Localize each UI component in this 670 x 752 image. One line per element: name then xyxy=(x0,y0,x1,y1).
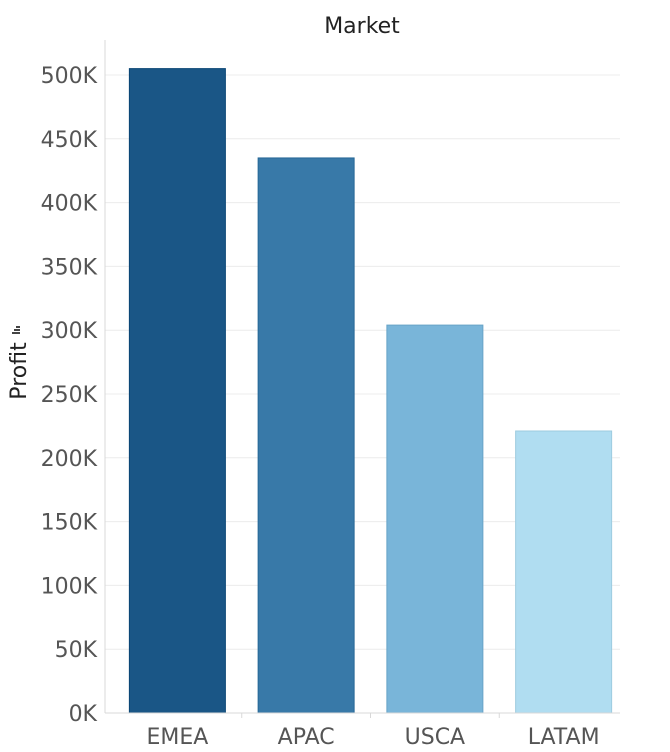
chart-title: Market xyxy=(324,14,400,39)
axis-layer: 0K 50K 100K 150K 200K 250K 300K 350K 400K 450K 500… xyxy=(41,40,620,750)
y-tick-label: 150K xyxy=(41,511,98,536)
y-axis-label: Profit xyxy=(7,342,32,400)
bar-emea[interactable] xyxy=(128,68,226,714)
x-tick-label: APAC xyxy=(278,725,335,750)
x-tick-label: USCA xyxy=(405,725,465,750)
y-tick-label: 0K xyxy=(69,702,98,727)
y-tick-label: 50K xyxy=(55,638,98,663)
bar-layer xyxy=(128,68,613,714)
y-tick-label: 450K xyxy=(41,128,98,153)
bar-apac[interactable] xyxy=(257,157,355,714)
y-tick-label: 100K xyxy=(41,574,98,599)
y-tick-label: 200K xyxy=(41,447,98,472)
y-tick-label: 400K xyxy=(41,192,98,217)
y-axis-title: Profit xyxy=(7,326,32,400)
y-tick-label: 300K xyxy=(41,319,98,344)
x-tick-label: EMEA xyxy=(146,725,208,750)
x-tick-label: LATAM xyxy=(528,725,600,750)
y-tick-label: 350K xyxy=(41,255,98,280)
sort-icon[interactable] xyxy=(12,326,20,334)
y-tick-label: 250K xyxy=(41,383,98,408)
bar-usca[interactable] xyxy=(386,324,484,714)
bar-latam[interactable] xyxy=(515,430,613,714)
y-tick-label: 500K xyxy=(41,64,98,89)
